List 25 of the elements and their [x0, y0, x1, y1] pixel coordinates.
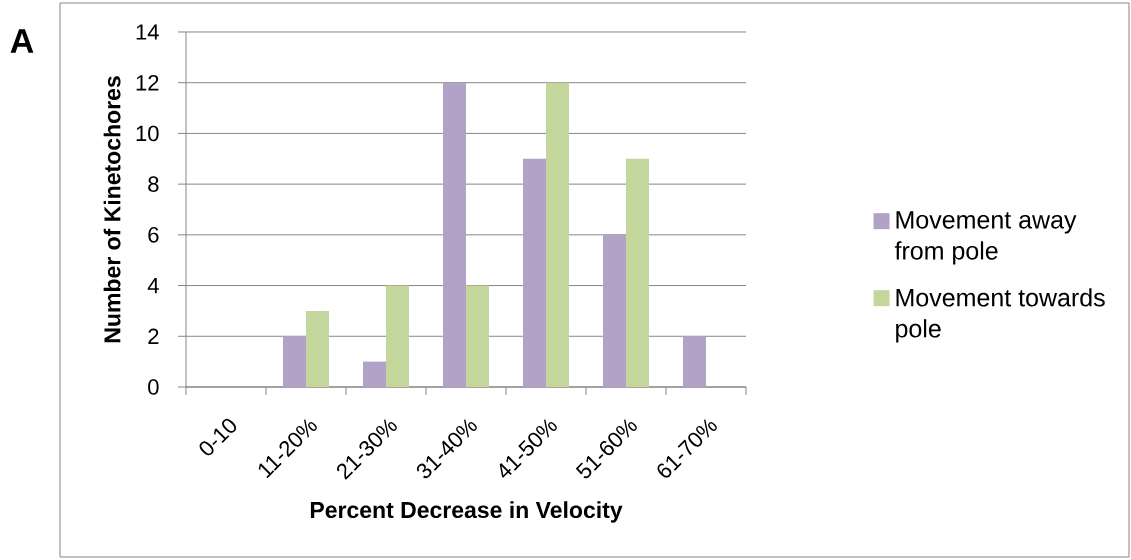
bar — [363, 361, 387, 387]
y-tick-label: 8 — [148, 176, 159, 192]
bar — [283, 336, 307, 387]
bar — [443, 82, 467, 387]
legend-label: Movement away from pole — [894, 211, 1077, 265]
bar — [546, 82, 570, 387]
y-tick-label: 10 — [136, 125, 159, 142]
y-tick-label: 14 — [136, 24, 159, 40]
x-tick-label: 0-10 — [199, 418, 237, 456]
text: A — [10, 29, 34, 53]
y-tick-label: 4 — [147, 277, 159, 294]
bar — [683, 336, 707, 387]
bar — [306, 310, 330, 387]
x-axis-title: Percent Decrease in Velocity — [310, 501, 623, 523]
bar — [466, 285, 490, 387]
y-axis-title: Number of Kinetochores — [103, 76, 121, 343]
legend-label: Movement towards pole — [896, 288, 1105, 343]
bar — [626, 158, 650, 387]
bar — [603, 234, 627, 387]
y-tick-label: 6 — [148, 227, 159, 243]
y-tick-label: 2 — [148, 328, 159, 344]
y-tick-label: 0 — [148, 379, 159, 395]
bar — [386, 285, 410, 387]
y-tick-label: 12 — [136, 75, 159, 91]
bar — [523, 158, 547, 387]
